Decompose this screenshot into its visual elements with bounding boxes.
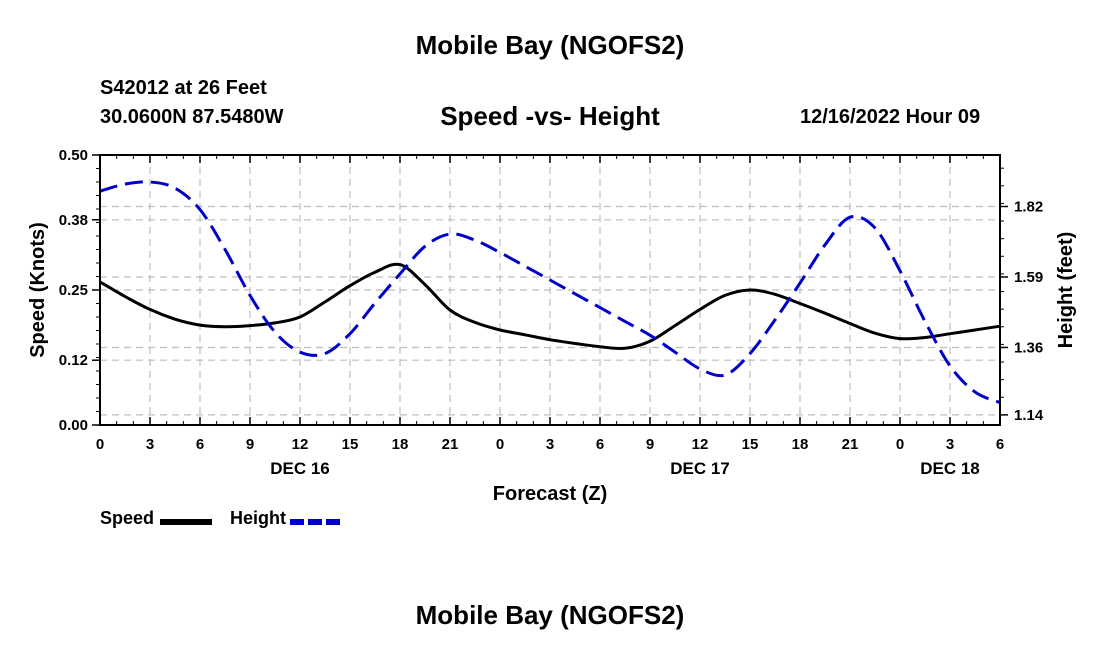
footer-title: Mobile Bay (NGOFS2) bbox=[415, 600, 685, 630]
x-tick-label: 18 bbox=[392, 436, 409, 453]
x-tick-label: 3 bbox=[146, 436, 154, 453]
x-tick-label: 12 bbox=[292, 436, 309, 453]
y2-tick-label: 1.59 bbox=[1014, 269, 1043, 286]
forecast-datetime: 12/16/2022 Hour 09 bbox=[800, 106, 981, 128]
x-tick-label: 9 bbox=[646, 436, 654, 453]
legend-label-height: Height bbox=[230, 508, 286, 528]
day-label: DEC 17 bbox=[670, 459, 730, 478]
y2-axis-title: Height (feet) bbox=[1055, 232, 1077, 349]
x-tick-label: 0 bbox=[96, 436, 104, 453]
y-tick-label: 0.25 bbox=[59, 282, 88, 299]
legend-label-speed: Speed bbox=[100, 508, 155, 528]
y-tick-label: 0.12 bbox=[59, 352, 88, 369]
chart-title: Mobile Bay (NGOFS2) bbox=[415, 30, 685, 60]
series-line-speed bbox=[99, 262, 1001, 351]
y-tick-label: 0.38 bbox=[59, 212, 88, 229]
chart-subtitle: Speed -vs- Height bbox=[440, 101, 660, 131]
coordinates-label: 30.0600N 87.5480W bbox=[100, 106, 284, 128]
day-label: DEC 16 bbox=[270, 459, 330, 478]
x-tick-label: 0 bbox=[896, 436, 904, 453]
x-tick-label: 18 bbox=[792, 436, 809, 453]
x-tick-label: 9 bbox=[246, 436, 254, 453]
x-axis-title: Forecast (Z) bbox=[493, 483, 607, 505]
day-label: DEC 18 bbox=[920, 459, 980, 478]
x-tick-label: 6 bbox=[996, 436, 1004, 453]
chart-legend: Speed Height bbox=[100, 508, 360, 530]
x-tick-label: 15 bbox=[742, 436, 759, 453]
x-tick-label: 0 bbox=[496, 436, 504, 453]
x-tick-label: 21 bbox=[842, 436, 859, 453]
y-axis-title: Speed (Knots) bbox=[27, 222, 49, 358]
x-tick-label: 21 bbox=[442, 436, 459, 453]
station-label: S42012 at 26 Feet bbox=[100, 77, 267, 99]
x-tick-label: 3 bbox=[546, 436, 554, 453]
x-tick-label: 12 bbox=[692, 436, 709, 453]
y-tick-label: 0.50 bbox=[59, 147, 88, 164]
y-tick-label: 0.00 bbox=[59, 417, 88, 434]
y2-tick-label: 1.14 bbox=[1014, 407, 1044, 424]
legend-swatch-height bbox=[290, 519, 342, 525]
grid bbox=[100, 155, 1000, 425]
legend-swatch-speed bbox=[160, 519, 212, 525]
series-line-height bbox=[99, 180, 1001, 404]
series-layer bbox=[99, 180, 1001, 404]
axis-labels: Forecast (Z) Speed (Knots) Height (feet) bbox=[27, 222, 1077, 505]
x-tick-label: 6 bbox=[596, 436, 604, 453]
axis-ticks: 0 3 6 9 12 15 18 21 0 3 6 9 12 15 18 21 0 3 6 DEC 16 DEC 17 D… bbox=[59, 147, 1044, 478]
x-tick-label: 15 bbox=[342, 436, 359, 453]
y2-tick-label: 1.36 bbox=[1014, 339, 1043, 356]
x-tick-label: 6 bbox=[196, 436, 204, 453]
x-tick-label: 3 bbox=[946, 436, 954, 453]
y2-tick-label: 1.82 bbox=[1014, 198, 1043, 215]
